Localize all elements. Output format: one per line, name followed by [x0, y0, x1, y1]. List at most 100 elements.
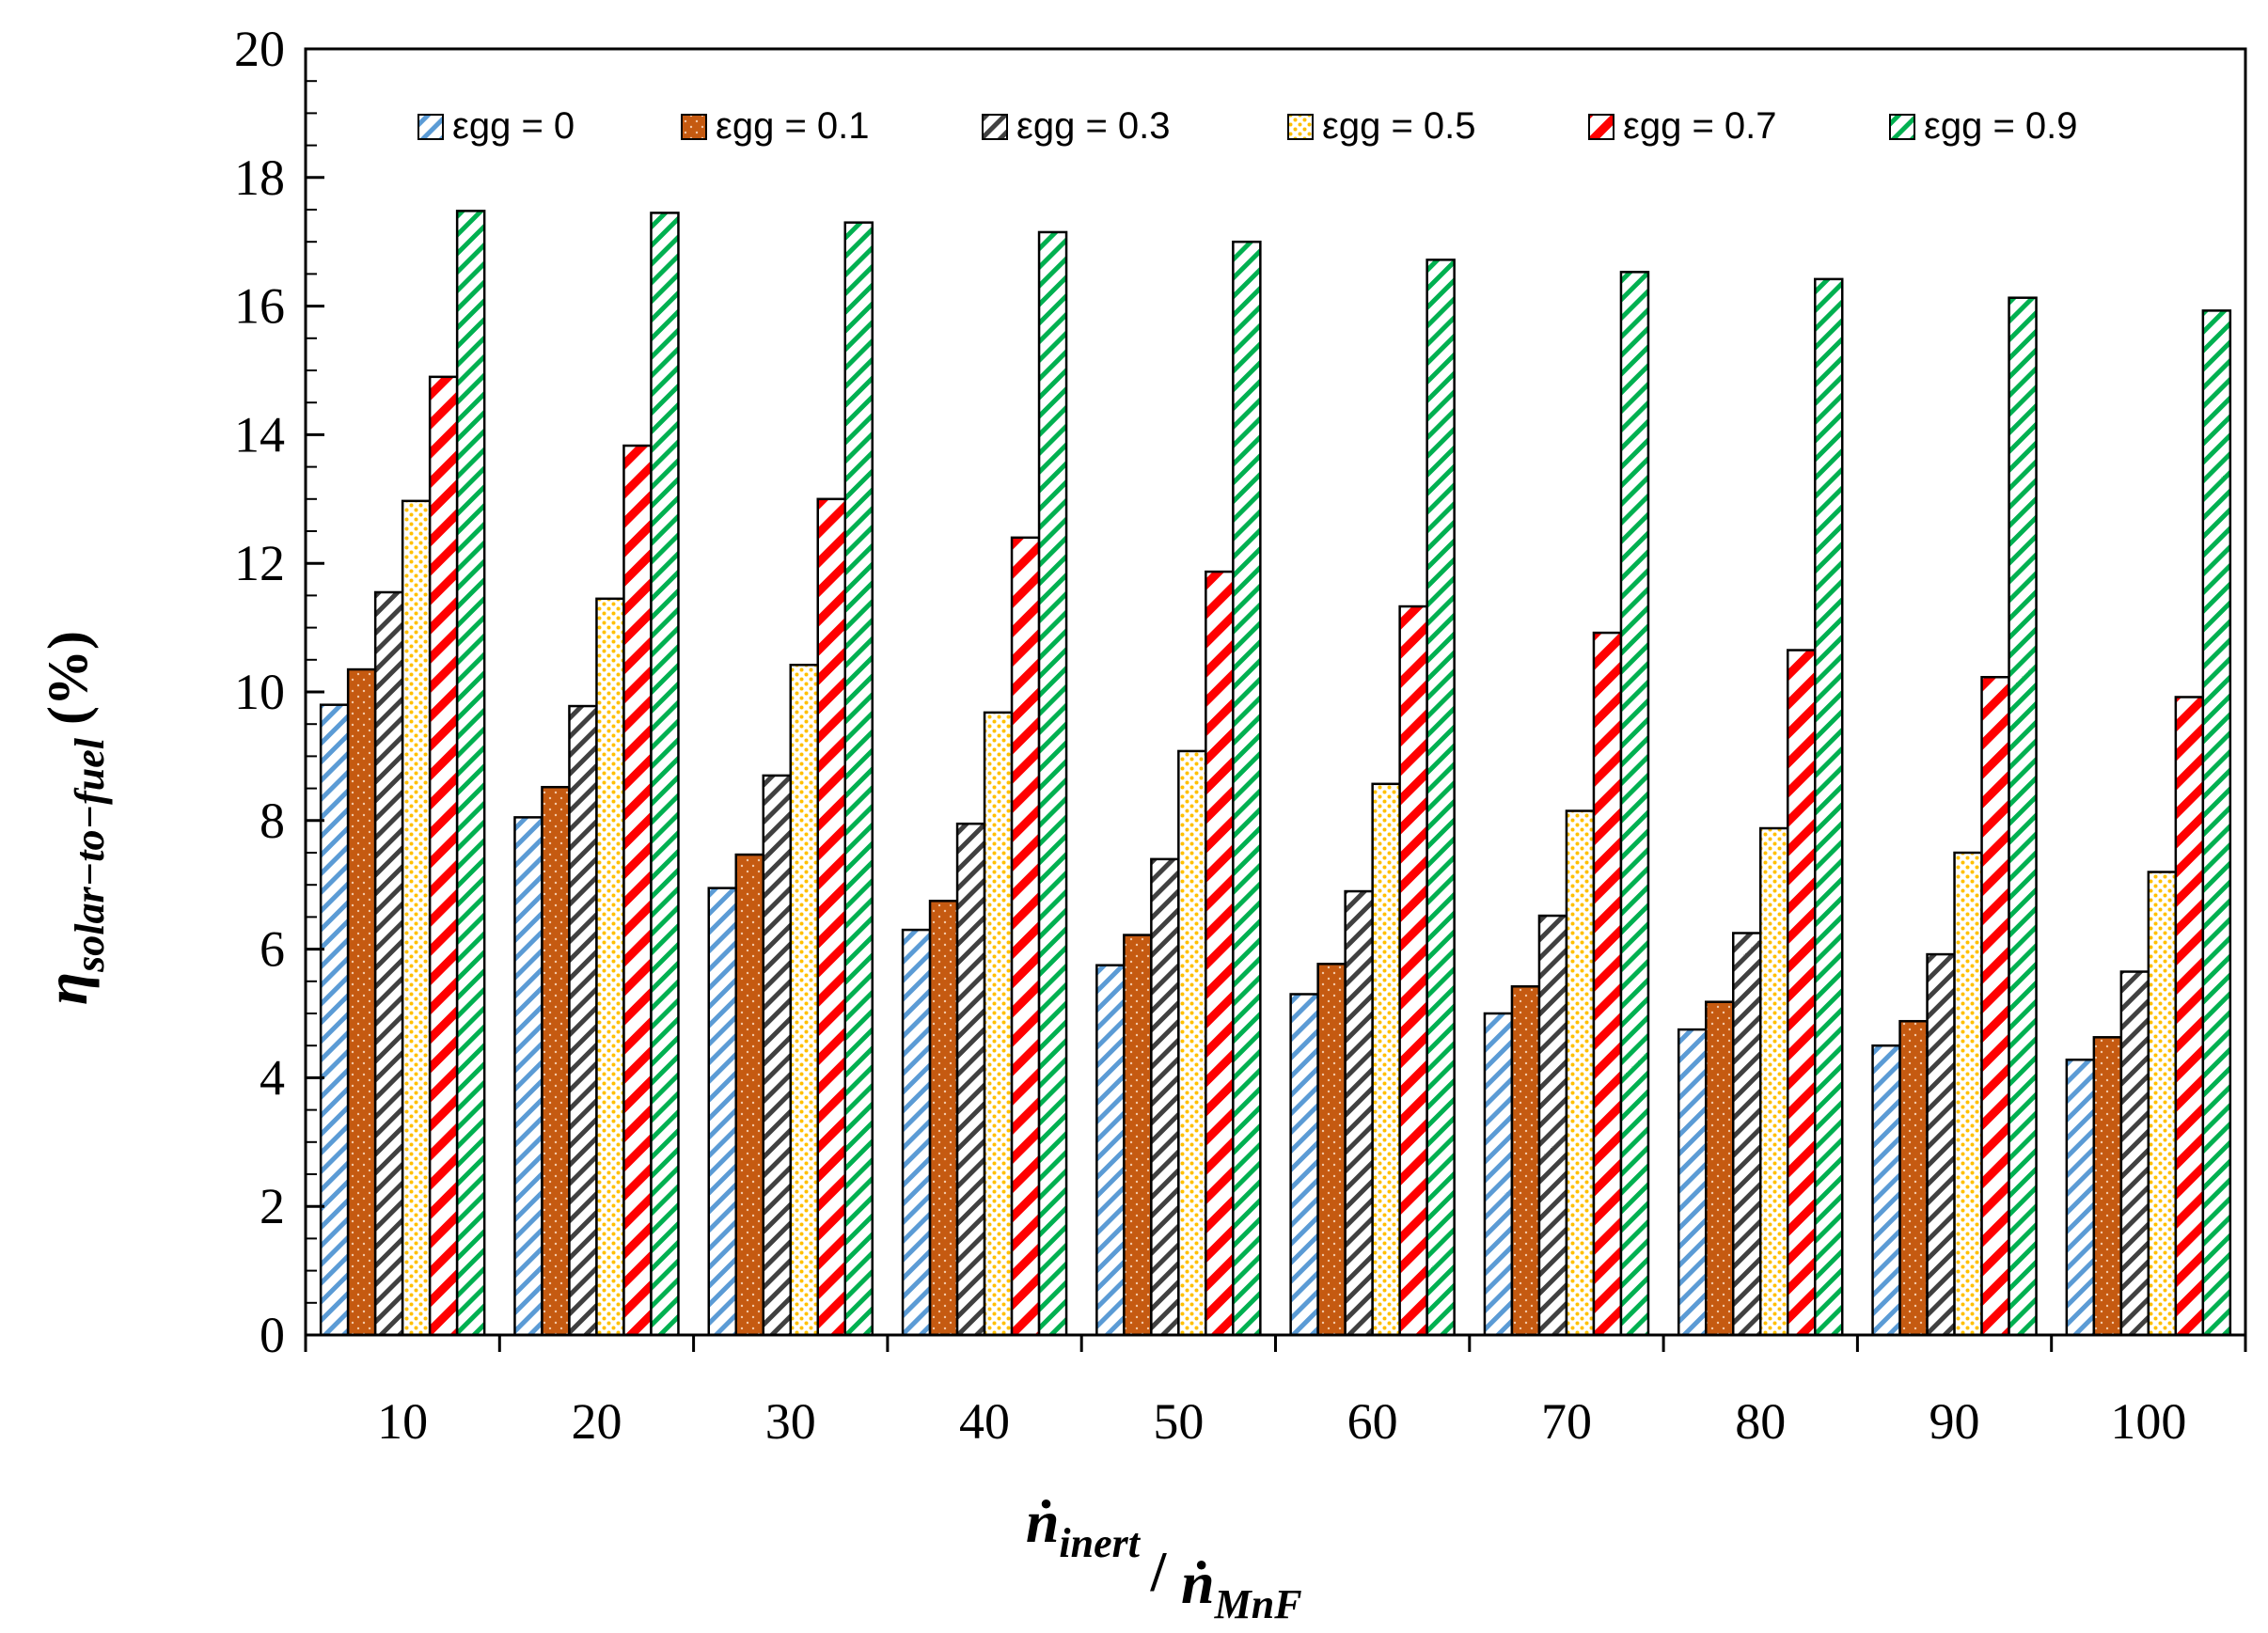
svg-text:ṅinert: ṅinert	[1026, 1488, 1142, 1566]
bar-100-series-1	[2092, 1036, 2123, 1337]
bar-20-series-2	[568, 704, 598, 1337]
legend-swatch-2	[982, 114, 1008, 140]
bar-50-series-1	[1123, 934, 1153, 1337]
bar-100-series-5	[2201, 309, 2232, 1337]
x-tick-label: 60	[1347, 1393, 1398, 1450]
legend-label-0: εgg = 0	[452, 105, 575, 147]
legend: εgg = 0 εgg = 0.1 εgg = 0.3 εgg = 0.5 εgg = …	[417, 105, 2078, 147]
bar-70-series-3	[1565, 809, 1596, 1337]
y-tick-label: 10	[234, 664, 285, 720]
bar-40-series-1	[928, 900, 959, 1337]
y-tick-label: 12	[234, 535, 285, 591]
x-tick-label: 10	[377, 1393, 428, 1450]
y-tick-label: 6	[260, 921, 285, 978]
bar-20-series-3	[595, 597, 625, 1337]
y-axis-title-sub: solar−to−fuel	[67, 737, 113, 973]
bar-90-series-4	[1980, 676, 2010, 1337]
bar-30-series-4	[816, 497, 846, 1337]
y-tick-label: 16	[234, 278, 285, 335]
bar-60-series-1	[1316, 963, 1347, 1337]
y-tick-label: 20	[234, 21, 285, 77]
y-tick-label: 4	[260, 1049, 285, 1106]
y-axis-title-main: η	[33, 972, 100, 1005]
bar-20-series-5	[650, 212, 680, 1337]
bar-100-series-4	[2174, 696, 2205, 1337]
bar-60-series-3	[1371, 782, 1401, 1337]
bar-50-series-3	[1177, 749, 1207, 1337]
legend-swatch-3	[1287, 114, 1314, 140]
y-tick-label: 2	[260, 1178, 285, 1234]
bar-80-series-0	[1677, 1028, 1708, 1337]
bar-50-series-2	[1150, 857, 1180, 1337]
bar-50-series-0	[1095, 964, 1126, 1337]
x-axis-title-num-sub: inert	[1059, 1520, 1141, 1566]
bar-10-series-2	[373, 590, 404, 1337]
bar-80-series-2	[1732, 932, 1762, 1337]
y-tick-label: 14	[234, 406, 285, 463]
legend-label-2: εgg = 0.3	[1016, 105, 1171, 147]
x-tick-label: 30	[765, 1393, 816, 1450]
legend-swatch-1	[681, 114, 707, 140]
bar-70-series-2	[1537, 914, 1568, 1337]
bar-50-series-5	[1232, 240, 1262, 1337]
bar-20-series-1	[541, 785, 571, 1337]
legend-swatch-4	[1588, 114, 1614, 140]
legend-swatch-0	[417, 114, 444, 140]
bar-80-series-3	[1759, 826, 1789, 1337]
y-axis-title: ηsolar−to−fuel (%)	[33, 631, 113, 1005]
bar-10-series-5	[455, 210, 486, 1337]
x-tick-label: 100	[2110, 1393, 2186, 1450]
x-tick-label: 90	[1929, 1393, 1980, 1450]
x-axis-title: ṅinert / ṅMnF	[1026, 1488, 1302, 1627]
legend-swatch-5	[1889, 114, 1915, 140]
bar-80-series-5	[1814, 277, 1844, 1337]
x-axis-title-num-main: ṅ	[1026, 1488, 1060, 1555]
bar-60-series-0	[1289, 993, 1319, 1337]
bar-80-series-4	[1787, 649, 1817, 1337]
bar-100-series-2	[2119, 970, 2150, 1337]
y-tick-label: 8	[260, 793, 285, 849]
bar-90-series-1	[1898, 1019, 1929, 1337]
x-tick-label: 70	[1541, 1393, 1592, 1450]
y-tick-label: 18	[234, 149, 285, 206]
bar-40-series-2	[955, 822, 986, 1337]
bar-20-series-4	[622, 444, 653, 1337]
y-tick-label: 0	[260, 1307, 285, 1363]
bar-10-series-1	[346, 667, 377, 1337]
bar-60-series-2	[1344, 889, 1374, 1337]
svg-text:ṅMnF: ṅMnF	[1181, 1549, 1302, 1627]
bar-10-series-0	[319, 703, 350, 1337]
bar-90-series-5	[2008, 296, 2038, 1337]
bar-90-series-0	[1871, 1044, 1901, 1337]
bar-30-series-5	[843, 221, 874, 1337]
bar-70-series-5	[1619, 271, 1650, 1337]
x-tick-label: 20	[571, 1393, 622, 1450]
bar-30-series-3	[789, 664, 819, 1337]
legend-label-4: εgg = 0.7	[1623, 105, 1777, 147]
bar-70-series-1	[1510, 985, 1541, 1337]
bar-100-series-3	[2147, 871, 2178, 1337]
bar-40-series-5	[1037, 230, 1068, 1337]
bar-10-series-4	[428, 375, 459, 1337]
axes-layer: 0 2 4 6 8 10 12 14 16 18 20 10 20 30 40 50 60 70 80 90 100	[234, 21, 2247, 1450]
x-axis-title-den-sub: MnF	[1214, 1581, 1302, 1627]
bar-30-series-1	[734, 853, 764, 1337]
bar-60-series-5	[1425, 259, 1456, 1337]
bar-90-series-2	[1926, 952, 1956, 1337]
bar-30-series-2	[762, 774, 792, 1337]
bar-40-series-3	[983, 711, 1014, 1337]
x-tick-label: 80	[1735, 1393, 1786, 1450]
bar-70-series-4	[1592, 631, 1623, 1337]
legend-label-5: εgg = 0.9	[1924, 105, 2078, 147]
legend-label-1: εgg = 0.1	[716, 105, 870, 147]
y-axis-title-unit: (%)	[37, 631, 99, 725]
bar-40-series-4	[1010, 536, 1041, 1337]
bar-80-series-1	[1705, 1000, 1735, 1337]
x-tick-label: 50	[1153, 1393, 1204, 1450]
bar-10-series-3	[401, 499, 432, 1337]
legend-label-3: εgg = 0.5	[1322, 105, 1476, 147]
bar-20-series-0	[513, 816, 543, 1337]
x-axis-title-slash: /	[1150, 1541, 1168, 1603]
bar-70-series-0	[1483, 1012, 1514, 1337]
